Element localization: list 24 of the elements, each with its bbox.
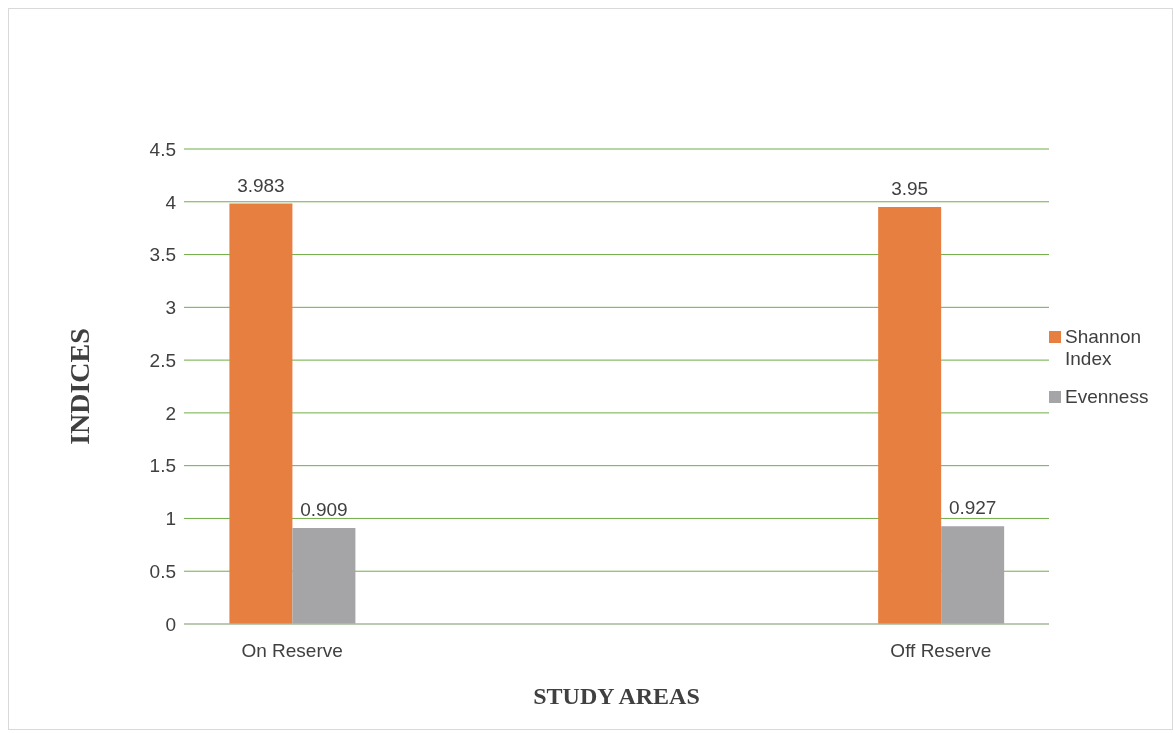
bar <box>229 203 293 624</box>
x-axis-title: STUDY AREAS <box>533 683 700 709</box>
legend-label: Evenness <box>1065 385 1149 408</box>
data-label: 3.983 <box>237 174 285 196</box>
y-tick-label: 1.5 <box>149 455 176 477</box>
y-tick-label: 0 <box>165 613 176 635</box>
y-tick-label: 2 <box>165 402 176 424</box>
x-tick-label: On Reserve <box>241 640 343 662</box>
y-tick-label: 0.5 <box>149 560 176 582</box>
legend-label: Shannon Index <box>1065 325 1143 370</box>
data-label: 0.909 <box>300 499 348 521</box>
y-tick-label: 1 <box>165 508 176 530</box>
y-tick-label: 3.5 <box>149 244 176 266</box>
x-tick-label: Off Reserve <box>890 640 992 662</box>
y-tick-label: 2.5 <box>149 349 176 371</box>
y-axis-title: INDICES <box>63 328 95 445</box>
data-label: 3.95 <box>891 178 929 200</box>
y-tick-label: 4 <box>165 191 177 213</box>
data-label: 0.927 <box>948 497 997 519</box>
bar <box>941 526 1005 624</box>
y-tick-label: 3 <box>165 297 176 319</box>
bar <box>292 528 356 624</box>
bar <box>878 207 942 624</box>
y-tick-label: 4.5 <box>149 138 176 160</box>
